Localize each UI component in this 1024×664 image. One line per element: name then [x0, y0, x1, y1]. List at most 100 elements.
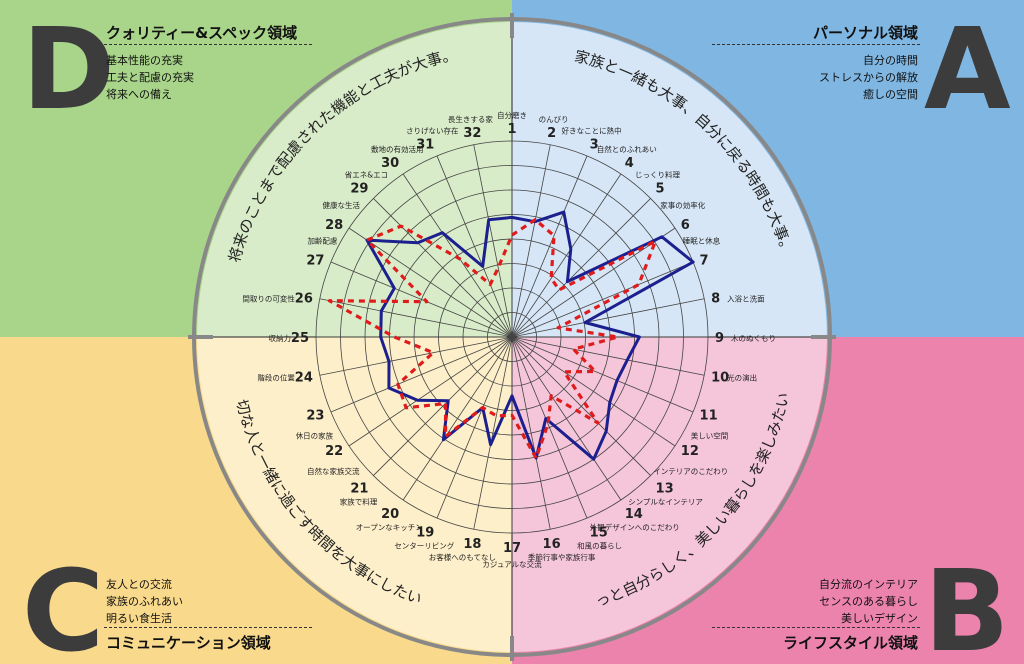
- area-c-letter: C: [22, 547, 105, 664]
- area-b-items: 自分流のインテリア センスのある暮らし 美しいデザイン: [790, 576, 918, 627]
- area-d-items: 基本性能の充実 工夫と配慮の充実 将来への備え: [106, 52, 194, 103]
- axis-number: 30: [381, 156, 399, 171]
- axis-label: 季節行事や家族行事: [528, 552, 596, 562]
- axis-label: 和風の暮らし: [577, 541, 622, 551]
- axis-number: 16: [543, 537, 561, 552]
- grid-spoke: [511, 198, 651, 338]
- area-d-item: 基本性能の充実: [106, 54, 183, 67]
- axis-number: 6: [681, 218, 690, 233]
- axis-label: 外観デザインへのこだわり: [590, 522, 680, 532]
- axis-label: 自然な家族交流: [307, 466, 360, 476]
- axis-number: 4: [625, 156, 634, 171]
- axis-number: 10: [711, 371, 729, 386]
- grid-spoke: [436, 336, 513, 519]
- axis-number: 20: [381, 507, 399, 522]
- area-c-items: 友人との交流 家族のふれあい 明るい食生活: [106, 576, 183, 627]
- area-a-item: ストレスからの解放: [819, 71, 918, 84]
- axis-label: 美しい空間: [691, 431, 729, 441]
- grid-spoke: [511, 336, 551, 530]
- axis-number: 29: [350, 181, 368, 196]
- grid-spoke: [402, 336, 513, 501]
- axis-number: 18: [463, 537, 481, 552]
- area-a-item: 自分の時間: [863, 54, 918, 67]
- grid-spoke: [511, 155, 588, 338]
- grid-spoke: [511, 336, 676, 447]
- grid-spoke: [511, 261, 694, 338]
- axis-label: 光の演出: [727, 373, 757, 383]
- area-d-letter: D: [22, 5, 115, 135]
- area-d-title: クォリティー&スペック領域: [106, 24, 298, 42]
- area-b-item: 美しいデザイン: [841, 612, 918, 625]
- axis-label: 睡眠と休息: [683, 235, 721, 245]
- area-b-title: ライフスタイル領域: [782, 634, 918, 652]
- area-a-letter: A: [924, 5, 1011, 135]
- area-b-item: 自分流のインテリア: [819, 578, 918, 591]
- area-a-item: 癒しの空間: [863, 88, 918, 101]
- axis-number: 17: [503, 541, 521, 556]
- axis-label: 加齢配慮: [307, 235, 337, 245]
- grid-spoke: [373, 336, 513, 476]
- axis-number: 12: [681, 444, 699, 459]
- axis-label: オープンなキッチン: [356, 523, 423, 532]
- axis-number: 3: [590, 137, 599, 152]
- axis-number: 27: [306, 253, 324, 268]
- axis-number: 31: [416, 137, 434, 152]
- grid-spoke: [511, 173, 622, 338]
- area-c-title: コミュニケーション領域: [106, 634, 271, 652]
- grid-spoke: [473, 336, 513, 530]
- axis-number: 14: [625, 507, 643, 522]
- axis-label: 省エネ&エコ: [345, 169, 388, 179]
- grid-spoke: [348, 227, 513, 338]
- axis-number: 8: [711, 291, 720, 306]
- grid-spoke: [348, 336, 513, 447]
- axis-label: センターリビング: [394, 541, 454, 551]
- area-a-title: パーソナル領域: [812, 24, 918, 42]
- axis-number: 11: [700, 409, 718, 424]
- area-a-rule: [712, 44, 920, 45]
- axis-label: 休日の家族: [296, 431, 334, 441]
- axis-label: 長生きする家: [448, 114, 493, 124]
- axis-number: 9: [715, 331, 724, 346]
- area-c-item: 家族のふれあい: [106, 595, 183, 608]
- axis-label: カジュアルな交流: [482, 559, 542, 569]
- axis-label: 健康な生活: [322, 200, 360, 210]
- area-c-item: 友人との交流: [106, 578, 172, 591]
- axis-label: 敷地の有効活用: [371, 144, 424, 154]
- grid-spoke: [319, 336, 513, 376]
- axis-label: 自然とのふれあい: [597, 144, 657, 154]
- axis-label: シンプルなインテリア: [628, 498, 703, 507]
- grid-spoke: [436, 155, 513, 338]
- area-b-item: センスのある暮らし: [819, 595, 918, 608]
- grid-spoke: [402, 173, 513, 338]
- axis-label: 家事の効率化: [660, 200, 705, 210]
- axis-label: 好きなことに熱中: [562, 125, 622, 135]
- grid-spoke: [319, 298, 513, 338]
- grid-spoke: [511, 336, 705, 376]
- area-c-rule: [104, 627, 312, 628]
- axis-label: のんびり: [539, 115, 569, 124]
- grid-spoke: [511, 336, 694, 413]
- grid-spoke: [511, 336, 622, 501]
- axis-number: 23: [306, 409, 324, 424]
- area-a-items: 自分の時間 ストレスからの解放 癒しの空間: [800, 52, 918, 103]
- grid-spoke: [373, 198, 513, 338]
- axis-number: 24: [295, 371, 313, 386]
- grid-spoke: [473, 144, 513, 338]
- axis-number: 19: [416, 526, 434, 541]
- grid-spoke: [511, 227, 676, 338]
- axis-label: じっくり料理: [635, 169, 680, 179]
- area-c-item: 明るい食生活: [106, 612, 172, 625]
- axis-label: 木のぬくもり: [731, 333, 776, 343]
- grid-spoke: [511, 336, 651, 476]
- series-dashed-line: [327, 218, 658, 460]
- axis-number: 22: [325, 444, 343, 459]
- axis-label: 間取りの可変性: [242, 293, 295, 303]
- area-b-letter: B: [924, 547, 1010, 664]
- axis-number: 13: [656, 482, 674, 497]
- axis-label: 収納力: [269, 333, 292, 343]
- grid-spoke: [511, 336, 588, 519]
- axis-number: 1: [507, 122, 516, 137]
- grid-spoke: [330, 336, 513, 413]
- axis-label: 自分磨き: [497, 110, 527, 120]
